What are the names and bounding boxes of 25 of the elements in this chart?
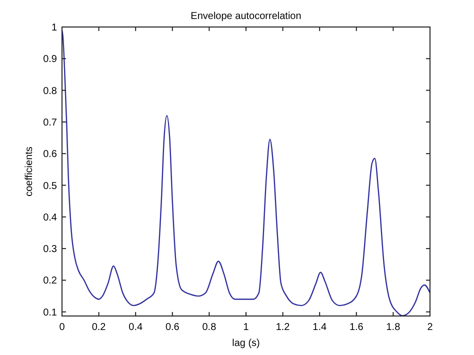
y-tick-label: 1 <box>51 22 58 34</box>
x-tick-label: 2 <box>427 322 434 333</box>
x-tick-label: 0 <box>59 322 66 333</box>
y-tick-label: 0.3 <box>43 244 58 256</box>
x-axis-title: lag (s) <box>232 338 260 349</box>
x-tick-label: 1 <box>243 322 250 333</box>
y-tick-label: 0.6 <box>43 149 58 160</box>
x-tick-label: 1.8 <box>386 322 401 333</box>
y-tick-label: 0.1 <box>43 307 58 318</box>
y-tick-label: 0.9 <box>43 54 58 66</box>
y-tick-label: 0.2 <box>43 276 58 287</box>
x-tick-label: 0.6 <box>165 322 180 333</box>
chart-title: Envelope autocorrelation <box>190 11 302 22</box>
x-tick-label: 0.4 <box>128 322 143 333</box>
line-series <box>61 30 431 316</box>
x-tick-label: 1.2 <box>276 322 290 333</box>
x-tick-label: 0.2 <box>92 322 106 333</box>
y-tick-label: 0.8 <box>43 86 58 97</box>
y-tick-label: 0.5 <box>43 180 58 192</box>
x-tick-label: 1.4 <box>312 322 327 333</box>
y-axis-title: coefficients <box>24 146 35 196</box>
y-tick-label: 0.7 <box>43 117 58 128</box>
x-tick-label: 0.8 <box>202 322 217 333</box>
y-tick-label: 0.4 <box>43 212 58 224</box>
x-tick-label: 1.6 <box>349 322 364 333</box>
